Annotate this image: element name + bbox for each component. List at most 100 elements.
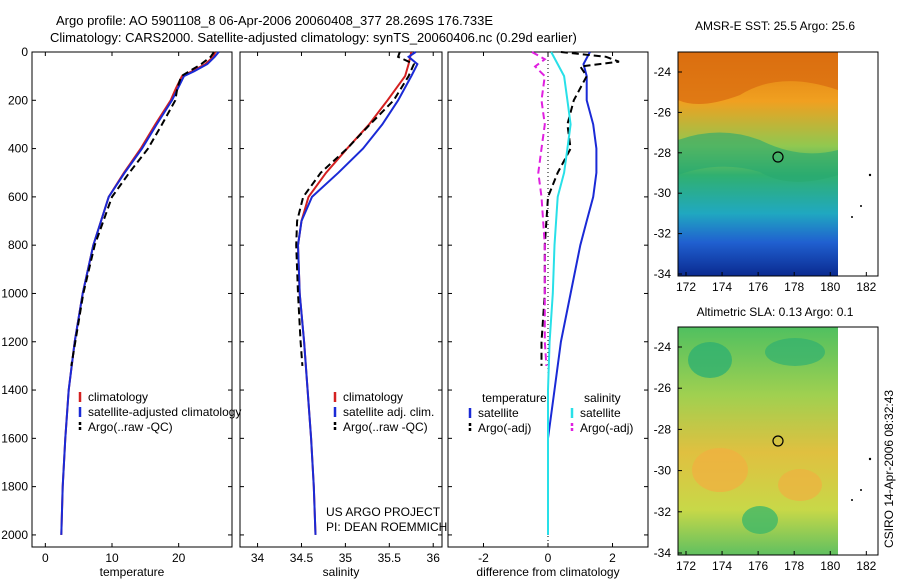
x-tick-label: 0 [42,551,49,565]
sla-island-dot [851,499,853,501]
legend-entry: climatology [343,390,403,404]
legend-entry: satellite adj. clim. [343,405,434,419]
sla-island-dot [868,457,872,461]
x-tick-label: 2 [609,551,616,565]
salinity-x-axis-label: salinity [323,565,360,579]
map-y-tick-label: -30 [654,464,672,478]
salinity-satellite-series-line [547,51,572,535]
legend-entry: Argo(..raw -QC) [343,420,428,434]
map-x-tick-label: 172 [676,559,696,573]
y-tick-label: 1200 [1,335,28,349]
map-x-tick-label: 172 [676,280,696,294]
legend-group-heading: salinity [584,391,621,405]
map-y-tick-label: -28 [654,146,672,160]
sla-map-frame [677,326,879,556]
temperature-profile-panel: 0 200 400 600 800 1000 1200 1400 1600 1800 2000 0 10… [1,45,241,579]
legend-entry: satellite-adjusted climatology [88,405,241,419]
map-x-tick-label: 176 [748,559,768,573]
satellite-adj-clim--series-line [296,51,419,535]
y-tick-label: 1800 [1,480,28,494]
sla-map-panel: Altimetric SLA: 0.13 Argo: 0.1 172 174 176… [654,305,879,573]
map-x-tick-label: 182 [856,280,876,294]
map-x-tick-label: 182 [856,559,876,573]
map-x-tick-label: 174 [712,280,732,294]
climatology-series-line [296,51,413,535]
x-tick-label: 34.5 [290,551,314,565]
map-y-tick-label: -34 [654,267,672,281]
map-x-tick-label: 180 [820,280,840,294]
map-y-tick-label: -26 [654,105,672,119]
sst-argo-marker [772,151,784,163]
map-y-tick-label: -26 [654,381,672,395]
map-y-tick-label: -24 [654,65,672,79]
argo-raw-qc--series-line [295,51,416,366]
sst-island-dot [860,205,862,207]
side-timestamp-label: CSIRO 14-Apr-2006 08:32:43 [882,390,896,548]
sla-map-title: Altimetric SLA: 0.13 Argo: 0.1 [697,305,854,319]
sla-feature [692,448,748,492]
climatology-series-line [60,51,217,535]
sla-feature [765,338,825,366]
y-tick-label: 2000 [1,528,28,542]
legend-group-heading: temperature [482,391,547,405]
sst-warm-patch [678,52,838,104]
temperature-argo-adj--series-line [540,51,620,366]
legend-entry: climatology [88,390,148,404]
y-tick-label: 200 [8,93,28,107]
salinity-argo-adj--series-line [531,51,548,366]
map-y-tick-label: -24 [654,340,672,354]
legend-entry: Argo(-adj) [580,421,633,435]
sla-feature [778,469,822,501]
legend-entry: satellite [580,406,621,420]
y-tick-label: 1400 [1,383,28,397]
temperature-axes-frame [31,51,233,548]
figure-title-line1: Argo profile: AO 5901108_8 06-Apr-2006 2… [56,13,493,28]
legend-entry: Argo(..raw -QC) [88,420,173,434]
sla-argo-marker [772,435,784,447]
x-tick-label: 34 [251,551,265,565]
sst-island-dot [851,216,853,218]
map-y-tick-label: -32 [654,227,672,241]
sla-feature [688,342,732,378]
y-tick-label: 600 [8,190,28,204]
map-x-tick-label: 180 [820,559,840,573]
x-tick-label: -2 [478,551,489,565]
salinity-profile-panel: 34 34.5 35 35.5 36 salinity climatologysatelli… [239,51,447,579]
map-x-tick-label: 174 [712,559,732,573]
y-tick-label: 1000 [1,286,28,300]
temperature-satellite-series-line [547,51,598,535]
project-annotation: US ARGO PROJECT [326,505,441,519]
sla-feature [742,506,778,534]
y-tick-label: 400 [8,142,28,156]
x-tick-label: 0 [545,551,552,565]
sla-island-dot [860,489,862,491]
project-annotation: PI: DEAN ROEMMICH [326,520,447,534]
sst-map-frame [677,51,879,277]
map-y-tick-label: -34 [654,546,672,560]
satellite-adjusted-climatology-series-line [60,51,220,535]
y-tick-label: 1600 [1,431,28,445]
salinity-axes-frame [239,51,443,548]
map-y-tick-label: -30 [654,186,672,200]
difference-x-axis-label: difference from climatology [476,565,619,579]
legend-entry: Argo(-adj) [478,421,531,435]
sst-map-title: AMSR-E SST: 25.5 Argo: 25.6 [695,19,855,33]
map-x-tick-label: 178 [784,280,804,294]
y-tick-label: 800 [8,238,28,252]
x-tick-label: 10 [105,551,119,565]
sst-map-panel: AMSR-E SST: 25.5 Argo: 25.6 172 174 176 178… [654,19,879,294]
legend-entry: satellite [478,406,519,420]
argo-raw-qc--series-line [70,51,215,367]
temperature-x-axis-label: temperature [100,565,165,579]
y-tick-label: 0 [21,45,28,59]
x-tick-label: 35 [339,551,353,565]
map-x-tick-label: 176 [748,280,768,294]
map-y-tick-label: -28 [654,422,672,436]
sst-green-band [678,132,838,182]
figure-title-line2: Climatology: CARS2000. Satellite-adjuste… [50,30,577,45]
map-y-tick-label: -32 [654,505,672,519]
x-tick-label: 36 [427,551,441,565]
map-x-tick-label: 178 [784,559,804,573]
